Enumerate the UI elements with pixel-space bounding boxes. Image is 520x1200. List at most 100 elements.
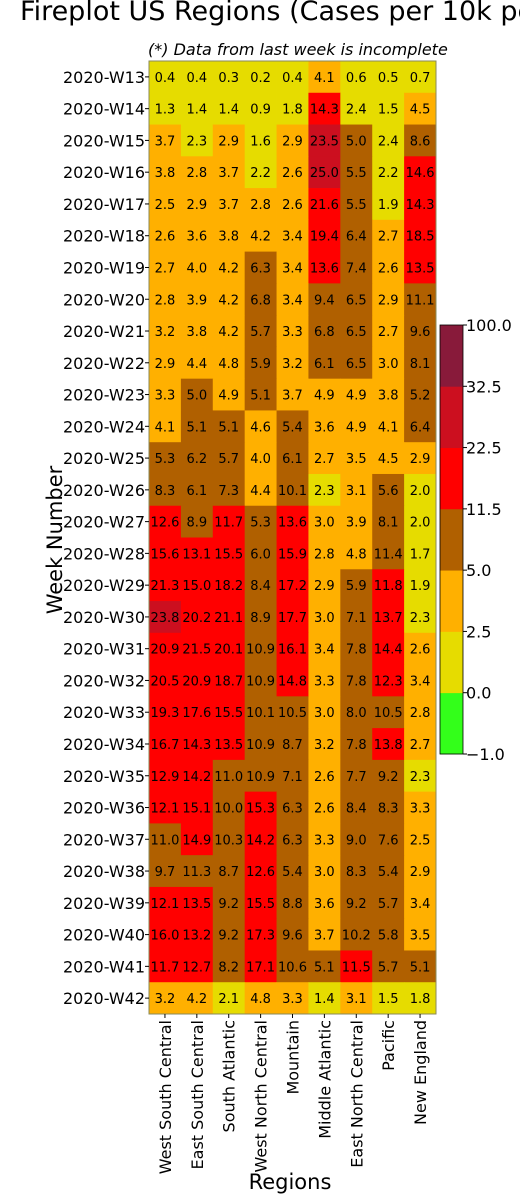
- cell-value-label: 1.5: [378, 103, 399, 118]
- y-tick-label: 2020-W23: [63, 386, 145, 405]
- heatmap-cell: [212, 855, 246, 888]
- y-tick-label: 2020-W40: [63, 926, 145, 945]
- cell-value-label: 4.2: [218, 261, 239, 276]
- heatmap-cell: [276, 601, 309, 634]
- cell-value-label: 8.9: [250, 611, 271, 626]
- x-tick-label: New England: [411, 1020, 430, 1125]
- heatmap-cell: [404, 505, 437, 538]
- cell-value-label: 1.5: [378, 992, 399, 1007]
- cell-value-label: 7.4: [346, 261, 367, 276]
- heatmap-cell: [308, 855, 341, 888]
- cell-value-label: 1.7: [410, 547, 431, 562]
- heatmap-cell: [244, 791, 277, 824]
- cell-value-label: 3.0: [314, 611, 335, 626]
- y-tick-label: 2020-W27: [63, 513, 145, 532]
- y-tick-label: 2020-W19: [63, 258, 145, 277]
- heatmap-cell: [149, 601, 182, 634]
- heatmap-cell: [212, 918, 246, 951]
- heatmap-cell: [149, 473, 182, 507]
- heatmap-cell: [149, 410, 182, 443]
- cell-value-label: 3.0: [314, 706, 335, 721]
- heatmap-cell: [180, 855, 214, 888]
- heatmap-cell: [372, 346, 405, 380]
- heatmap-cell: [180, 537, 214, 570]
- heatmap-cell: [276, 537, 309, 570]
- cell-value-label: 1.3: [155, 103, 176, 118]
- cell-value-label: 6.4: [346, 230, 367, 245]
- cell-value-label: 11.0: [214, 770, 243, 785]
- cell-value-label: 5.1: [218, 420, 239, 435]
- cell-value-label: 2.7: [378, 325, 399, 340]
- cell-value-label: 4.5: [410, 103, 431, 118]
- heatmap-cell: [340, 473, 373, 507]
- cell-value-label: 19.3: [150, 706, 179, 721]
- heatmap-cell: [212, 886, 246, 920]
- heatmap-cell: [308, 346, 341, 380]
- heatmap-cell: [404, 251, 437, 284]
- heatmap-cell: [308, 156, 341, 189]
- y-tick-label: 2020-W31: [63, 640, 145, 659]
- heatmap-cell: [212, 188, 246, 221]
- cell-value-label: 2.6: [155, 230, 176, 245]
- cell-value-label: 17.1: [246, 960, 275, 975]
- heatmap-cell: [149, 950, 182, 983]
- heatmap-cell: [180, 346, 214, 380]
- cell-value-label: 8.4: [250, 579, 271, 594]
- heatmap-cell: [149, 569, 182, 602]
- cell-value-label: 14.9: [182, 833, 211, 848]
- cell-value-label: 15.1: [182, 802, 211, 817]
- cell-value-label: 2.8: [155, 293, 176, 308]
- heatmap-cell: [180, 601, 214, 634]
- cell-value-label: 4.8: [250, 992, 271, 1007]
- y-tick-label: 2020-W39: [63, 894, 145, 913]
- heatmap-cell: [308, 473, 341, 507]
- heatmap-cell: [276, 569, 309, 602]
- cell-value-label: 3.7: [218, 166, 239, 181]
- y-tick-label: 2020-W32: [63, 671, 145, 690]
- cell-value-label: 18.7: [214, 674, 243, 689]
- heatmap-cell: [404, 950, 437, 983]
- cell-value-label: 9.2: [346, 897, 367, 912]
- heatmap-cell: [340, 219, 373, 252]
- heatmap-cell: [404, 886, 437, 920]
- cell-value-label: 3.9: [346, 516, 367, 531]
- cell-value-label: 2.9: [155, 357, 176, 372]
- cell-value-label: 2.0: [410, 516, 431, 531]
- cell-value-label: 5.3: [250, 516, 271, 531]
- y-axis-label: Week Number: [43, 465, 67, 614]
- cell-value-label: 2.2: [250, 166, 271, 181]
- y-tick-label: 2020-W34: [63, 735, 145, 754]
- cell-value-label: 3.2: [155, 325, 176, 340]
- cell-value-label: 2.3: [186, 134, 207, 149]
- heatmap-cell: [244, 378, 277, 411]
- heatmap-cell: [276, 855, 309, 888]
- cell-value-label: 2.6: [314, 770, 335, 785]
- cell-value-label: 2.9: [186, 198, 207, 213]
- heatmap-cell: [212, 283, 246, 316]
- cell-value-label: 12.6: [246, 865, 275, 880]
- cell-value-label: 8.3: [346, 865, 367, 880]
- cell-value-label: 6.4: [410, 420, 431, 435]
- heatmap-cell: [212, 950, 246, 983]
- colorbar-segment: [440, 386, 463, 448]
- cell-value-label: 1.8: [282, 103, 303, 118]
- colorbar-tick-label: 100.0: [466, 316, 512, 335]
- heatmap-cell: [276, 315, 309, 348]
- cell-value-label: 2.7: [155, 261, 176, 276]
- heatmap-cell: [372, 251, 405, 284]
- cell-value-label: 2.8: [314, 547, 335, 562]
- cell-value-label: 3.3: [410, 802, 431, 817]
- heatmap-cell: [149, 918, 182, 951]
- heatmap-cell: [149, 219, 182, 252]
- heatmap-cell: [340, 505, 373, 538]
- heatmap-cell: [244, 759, 277, 793]
- heatmap-cell: [308, 982, 341, 1015]
- heatmap-cell: [212, 664, 246, 697]
- heatmap-cell: [212, 378, 246, 411]
- heatmap-cell: [404, 156, 437, 189]
- heatmap-cell: [149, 855, 182, 888]
- heatmap-cell: [404, 219, 437, 252]
- heatmap-cell: [372, 759, 405, 793]
- heatmap-cell: [244, 92, 277, 125]
- heatmap-cell: [308, 92, 341, 125]
